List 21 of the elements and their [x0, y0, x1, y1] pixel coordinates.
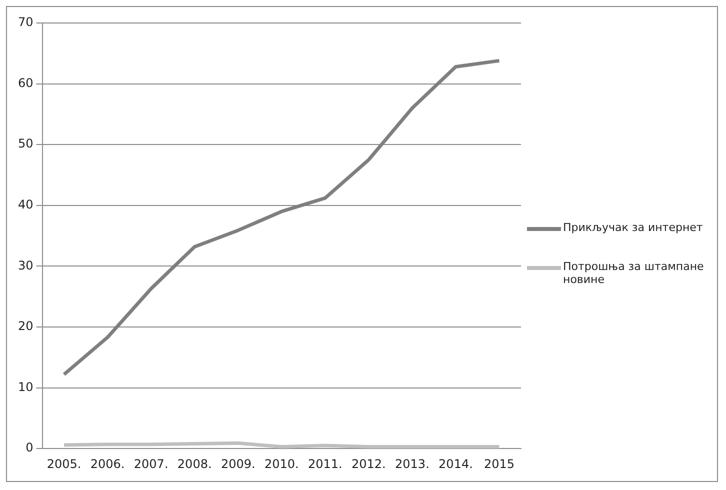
x-tick-label: 2011.	[308, 456, 342, 471]
x-tick-label: 2015	[484, 456, 515, 471]
y-tick-label: 20	[18, 319, 34, 334]
x-tick-label: 2013.	[395, 456, 430, 471]
legend-label: Прикључак за интернет	[563, 221, 703, 234]
y-tick-label: 0	[26, 440, 34, 455]
y-tick-label: 60	[18, 76, 34, 90]
x-tick-label: 2007.	[134, 456, 168, 471]
x-tick-label: 2009.	[220, 456, 256, 471]
x-tick-label: 2008.	[177, 456, 212, 471]
y-tick-label: 40	[18, 198, 34, 212]
x-tick-label: 2005.	[46, 456, 82, 471]
x-tick-label: 2014.	[438, 456, 473, 471]
x-tick-label: 2006.	[90, 456, 125, 471]
y-tick-label: 10	[18, 380, 34, 394]
y-tick-label: 30	[18, 258, 34, 272]
y-tick-label: 50	[18, 136, 34, 151]
x-tick-label: 2010.	[264, 456, 299, 471]
y-tick-label: 70	[18, 15, 34, 30]
legend-label: Потрошња за штампане новине	[563, 260, 705, 286]
x-tick-label: 2012.	[351, 456, 386, 471]
